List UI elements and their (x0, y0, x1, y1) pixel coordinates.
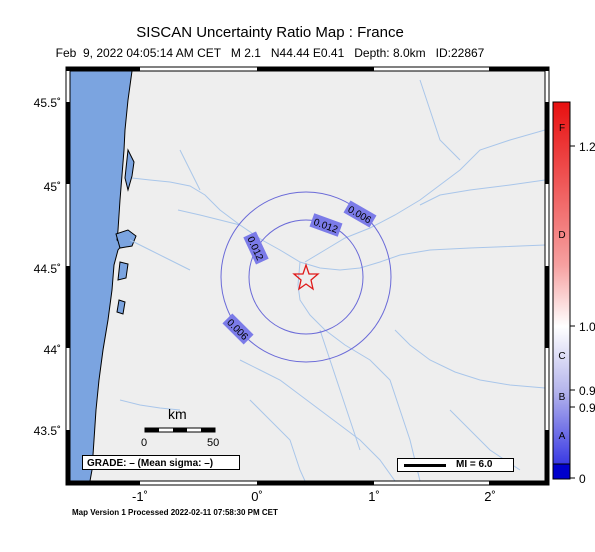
x-axis-label: -1˚ (132, 489, 148, 504)
bay-inlet (115, 229, 137, 249)
mi-legend-text: MI = 6.0 (456, 459, 493, 470)
y-axis-label: 44˚ (43, 343, 61, 357)
grade-letter: F (558, 123, 566, 134)
contour-0.012 (248, 219, 364, 335)
scale-bar (144, 427, 216, 433)
epicenter-star-icon (292, 262, 320, 291)
grade-letter: D (558, 230, 566, 241)
event-summary: Feb 9, 2022 04:05:14 AM CET M 2.1 N44.44… (55, 46, 485, 60)
mi-line-symbol (404, 464, 446, 467)
lake-2 (116, 299, 126, 315)
grade-letter: A (558, 431, 566, 442)
rivers (119, 79, 545, 481)
uncertainty-contours (220, 191, 392, 363)
y-axis-label: 44.5˚ (33, 262, 61, 276)
colorbar-value: 1.2 (579, 140, 595, 154)
y-axis-label: 45.5˚ (33, 96, 61, 110)
colorbar-value: 0 (579, 472, 586, 486)
y-axis-label: 45˚ (43, 180, 61, 194)
colorbar-value: 1.0 (579, 320, 595, 334)
processing-footer: Map Version 1 Processed 2022-02-11 07:58… (72, 508, 278, 517)
colorbar-value: 0.9 (579, 384, 595, 398)
map-frame (65, 66, 550, 486)
grade-box: GRADE: – (Mean sigma: –) (82, 455, 240, 470)
scale-bar-unit: km (168, 406, 187, 422)
grade-letter: B (558, 392, 566, 403)
land-area (70, 71, 545, 481)
mi-legend: MI = 6.0 (397, 458, 514, 472)
grade-letter: C (558, 351, 566, 362)
x-axis-label: 2˚ (484, 489, 496, 504)
scale-bar-end: 50 (207, 437, 220, 449)
map-title: SISCAN Uncertainty Ratio Map : France (136, 24, 404, 41)
lake-1 (117, 261, 129, 281)
estuary (124, 148, 135, 192)
x-axis-label: 1˚ (368, 489, 380, 504)
colorbar-value: 0.9 (579, 401, 595, 415)
contour-0.006 (220, 191, 392, 363)
scale-bar-start: 0 (141, 437, 148, 449)
x-axis-label: 0˚ (251, 489, 263, 504)
y-axis-label: 43.5˚ (33, 424, 61, 438)
